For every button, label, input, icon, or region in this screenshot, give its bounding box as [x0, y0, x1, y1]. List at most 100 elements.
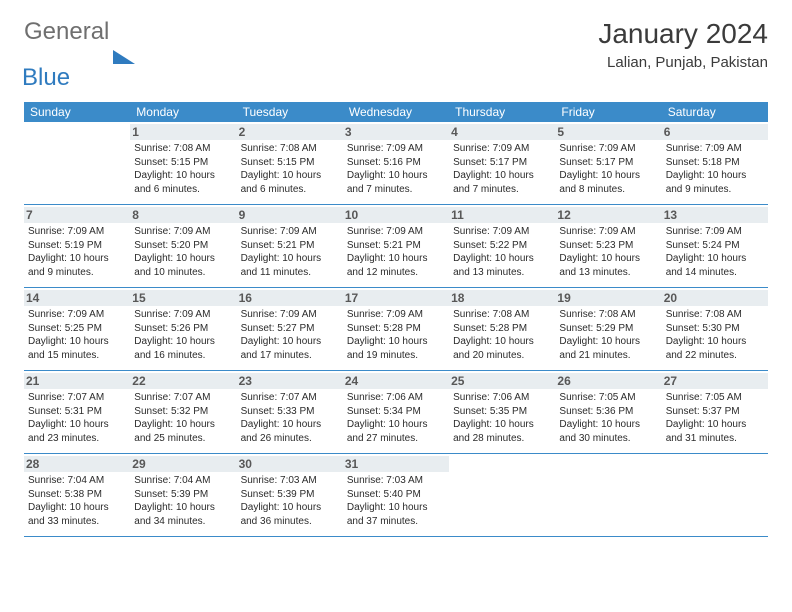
sunrise-text: Sunrise: 7:07 AM: [134, 391, 232, 405]
sunset-text: Sunset: 5:29 PM: [559, 322, 657, 336]
week-row: 21Sunrise: 7:07 AMSunset: 5:31 PMDayligh…: [24, 371, 768, 454]
sunset-text: Sunset: 5:16 PM: [347, 156, 445, 170]
logo: General Blue: [24, 18, 135, 92]
daylight-text: Daylight: 10 hours and 36 minutes.: [241, 501, 339, 528]
sunset-text: Sunset: 5:17 PM: [453, 156, 551, 170]
sunset-text: Sunset: 5:22 PM: [453, 239, 551, 253]
daylight-text: Daylight: 10 hours and 15 minutes.: [28, 335, 126, 362]
day-cell: 11Sunrise: 7:09 AMSunset: 5:22 PMDayligh…: [449, 205, 555, 287]
week-row: 14Sunrise: 7:09 AMSunset: 5:25 PMDayligh…: [24, 288, 768, 371]
sunrise-text: Sunrise: 7:09 AM: [347, 225, 445, 239]
sunrise-text: Sunrise: 7:05 AM: [666, 391, 764, 405]
day-cell: 7Sunrise: 7:09 AMSunset: 5:19 PMDaylight…: [24, 205, 130, 287]
daylight-text: Daylight: 10 hours and 25 minutes.: [134, 418, 232, 445]
day-number: 20: [662, 290, 768, 306]
sunrise-text: Sunrise: 7:09 AM: [28, 225, 126, 239]
sunrise-text: Sunrise: 7:09 AM: [453, 142, 551, 156]
day-cell: 15Sunrise: 7:09 AMSunset: 5:26 PMDayligh…: [130, 288, 236, 370]
day-of-week-header: SundayMondayTuesdayWednesdayThursdayFrid…: [24, 102, 768, 122]
dow-cell: Monday: [130, 102, 236, 122]
day-number: 13: [662, 207, 768, 223]
dow-cell: Wednesday: [343, 102, 449, 122]
day-number: 21: [24, 373, 130, 389]
sunset-text: Sunset: 5:23 PM: [559, 239, 657, 253]
sunset-text: Sunset: 5:30 PM: [666, 322, 764, 336]
day-number: 7: [24, 207, 130, 223]
daylight-text: Daylight: 10 hours and 34 minutes.: [134, 501, 232, 528]
day-cell: .: [555, 454, 661, 536]
day-number: 4: [449, 124, 555, 140]
week-row: .1Sunrise: 7:08 AMSunset: 5:15 PMDayligh…: [24, 122, 768, 205]
day-number: 30: [237, 456, 343, 472]
week-row: 7Sunrise: 7:09 AMSunset: 5:19 PMDaylight…: [24, 205, 768, 288]
daylight-text: Daylight: 10 hours and 10 minutes.: [134, 252, 232, 279]
day-number: 19: [555, 290, 661, 306]
sunset-text: Sunset: 5:15 PM: [134, 156, 232, 170]
day-cell: 28Sunrise: 7:04 AMSunset: 5:38 PMDayligh…: [24, 454, 130, 536]
daylight-text: Daylight: 10 hours and 9 minutes.: [666, 169, 764, 196]
day-cell: 26Sunrise: 7:05 AMSunset: 5:36 PMDayligh…: [555, 371, 661, 453]
sunrise-text: Sunrise: 7:09 AM: [134, 225, 232, 239]
day-cell: 22Sunrise: 7:07 AMSunset: 5:32 PMDayligh…: [130, 371, 236, 453]
sunrise-text: Sunrise: 7:03 AM: [347, 474, 445, 488]
day-cell: .: [24, 122, 130, 204]
day-cell: 1Sunrise: 7:08 AMSunset: 5:15 PMDaylight…: [130, 122, 236, 204]
sunset-text: Sunset: 5:40 PM: [347, 488, 445, 502]
day-cell: 31Sunrise: 7:03 AMSunset: 5:40 PMDayligh…: [343, 454, 449, 536]
day-cell: 24Sunrise: 7:06 AMSunset: 5:34 PMDayligh…: [343, 371, 449, 453]
daylight-text: Daylight: 10 hours and 27 minutes.: [347, 418, 445, 445]
sunset-text: Sunset: 5:34 PM: [347, 405, 445, 419]
sunrise-text: Sunrise: 7:09 AM: [28, 308, 126, 322]
day-number: 23: [237, 373, 343, 389]
title-block: January 2024 Lalian, Punjab, Pakistan: [598, 18, 768, 71]
day-cell: 9Sunrise: 7:09 AMSunset: 5:21 PMDaylight…: [237, 205, 343, 287]
week-row: 28Sunrise: 7:04 AMSunset: 5:38 PMDayligh…: [24, 454, 768, 537]
sunset-text: Sunset: 5:36 PM: [559, 405, 657, 419]
sunrise-text: Sunrise: 7:07 AM: [28, 391, 126, 405]
sunrise-text: Sunrise: 7:08 AM: [666, 308, 764, 322]
day-cell: 14Sunrise: 7:09 AMSunset: 5:25 PMDayligh…: [24, 288, 130, 370]
day-number: 16: [237, 290, 343, 306]
sunrise-text: Sunrise: 7:06 AM: [453, 391, 551, 405]
day-cell: 2Sunrise: 7:08 AMSunset: 5:15 PMDaylight…: [237, 122, 343, 204]
sunrise-text: Sunrise: 7:03 AM: [241, 474, 339, 488]
daylight-text: Daylight: 10 hours and 31 minutes.: [666, 418, 764, 445]
daylight-text: Daylight: 10 hours and 13 minutes.: [453, 252, 551, 279]
sunset-text: Sunset: 5:26 PM: [134, 322, 232, 336]
sunset-text: Sunset: 5:27 PM: [241, 322, 339, 336]
daylight-text: Daylight: 10 hours and 6 minutes.: [134, 169, 232, 196]
daylight-text: Daylight: 10 hours and 7 minutes.: [347, 169, 445, 196]
sunrise-text: Sunrise: 7:06 AM: [347, 391, 445, 405]
sunrise-text: Sunrise: 7:05 AM: [559, 391, 657, 405]
sunset-text: Sunset: 5:20 PM: [134, 239, 232, 253]
day-cell: 19Sunrise: 7:08 AMSunset: 5:29 PMDayligh…: [555, 288, 661, 370]
daylight-text: Daylight: 10 hours and 8 minutes.: [559, 169, 657, 196]
sunset-text: Sunset: 5:25 PM: [28, 322, 126, 336]
daylight-text: Daylight: 10 hours and 33 minutes.: [28, 501, 126, 528]
sunset-text: Sunset: 5:37 PM: [666, 405, 764, 419]
daylight-text: Daylight: 10 hours and 6 minutes.: [241, 169, 339, 196]
sunrise-text: Sunrise: 7:09 AM: [241, 225, 339, 239]
daylight-text: Daylight: 10 hours and 22 minutes.: [666, 335, 764, 362]
sunrise-text: Sunrise: 7:09 AM: [241, 308, 339, 322]
sunrise-text: Sunrise: 7:08 AM: [453, 308, 551, 322]
sunset-text: Sunset: 5:19 PM: [28, 239, 126, 253]
day-cell: 5Sunrise: 7:09 AMSunset: 5:17 PMDaylight…: [555, 122, 661, 204]
day-number: 11: [449, 207, 555, 223]
day-number: 28: [24, 456, 130, 472]
daylight-text: Daylight: 10 hours and 20 minutes.: [453, 335, 551, 362]
daylight-text: Daylight: 10 hours and 16 minutes.: [134, 335, 232, 362]
day-number: 9: [237, 207, 343, 223]
sunset-text: Sunset: 5:28 PM: [347, 322, 445, 336]
sunrise-text: Sunrise: 7:04 AM: [28, 474, 126, 488]
day-cell: 12Sunrise: 7:09 AMSunset: 5:23 PMDayligh…: [555, 205, 661, 287]
day-cell: 3Sunrise: 7:09 AMSunset: 5:16 PMDaylight…: [343, 122, 449, 204]
daylight-text: Daylight: 10 hours and 7 minutes.: [453, 169, 551, 196]
sunset-text: Sunset: 5:24 PM: [666, 239, 764, 253]
sunrise-text: Sunrise: 7:09 AM: [134, 308, 232, 322]
day-cell: 18Sunrise: 7:08 AMSunset: 5:28 PMDayligh…: [449, 288, 555, 370]
calendar-grid: SundayMondayTuesdayWednesdayThursdayFrid…: [24, 102, 768, 537]
dow-cell: Thursday: [449, 102, 555, 122]
day-cell: 23Sunrise: 7:07 AMSunset: 5:33 PMDayligh…: [237, 371, 343, 453]
day-number: 12: [555, 207, 661, 223]
